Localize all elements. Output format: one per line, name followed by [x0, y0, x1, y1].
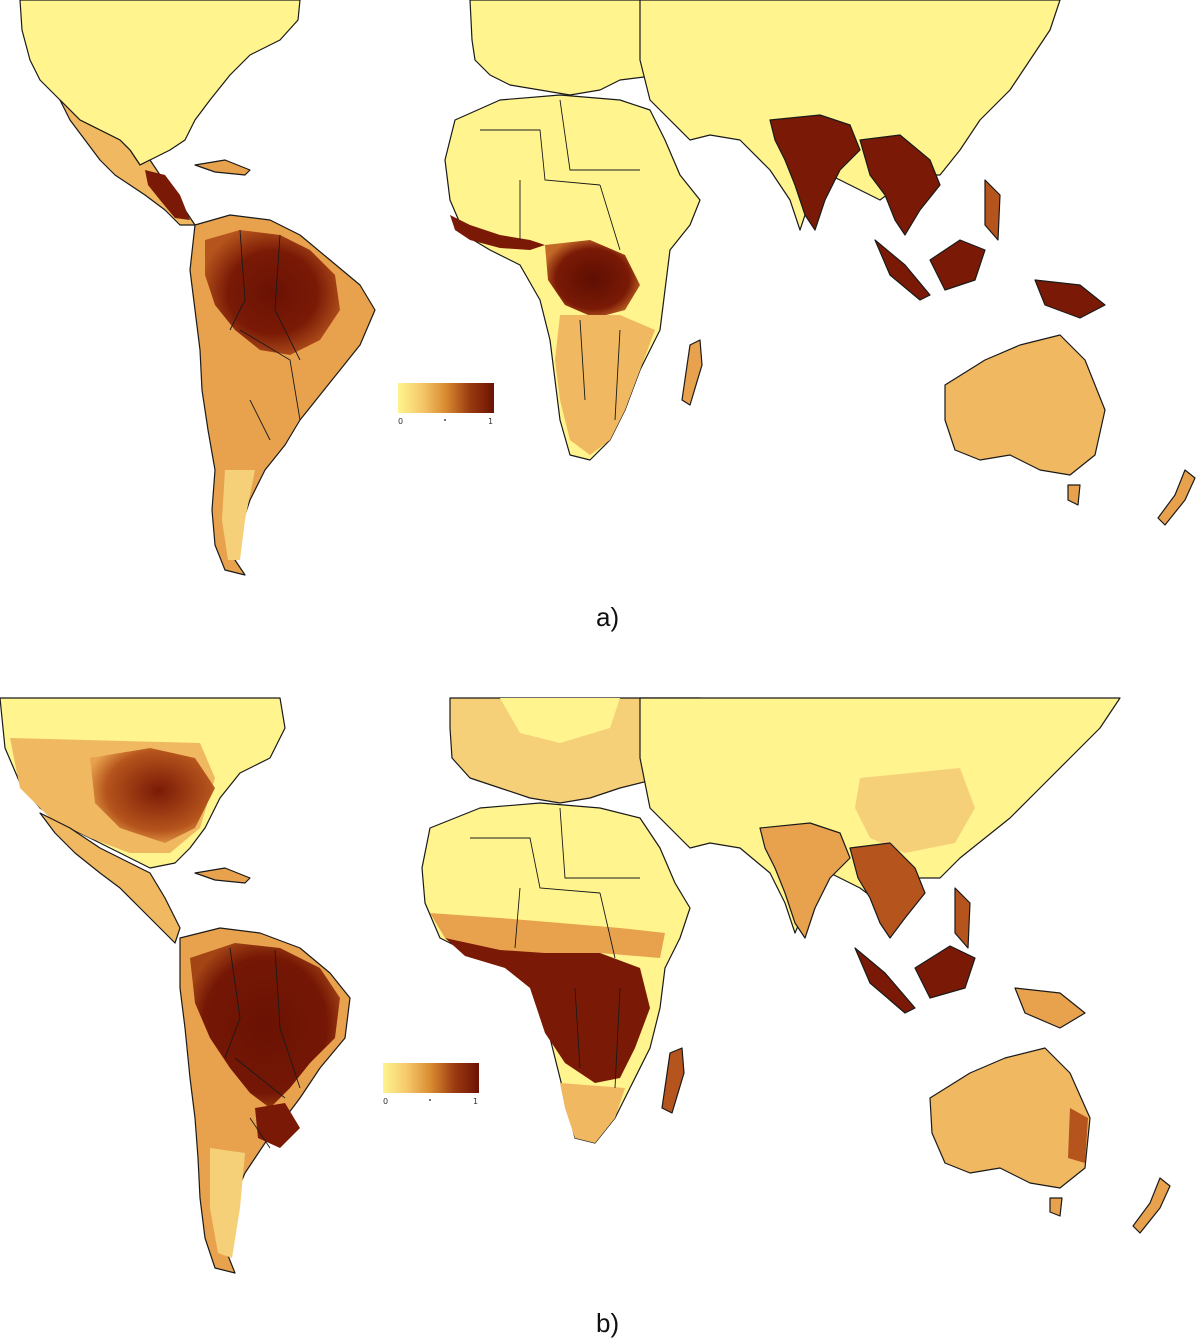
usa-east-high-b	[90, 748, 215, 843]
legend-min-label-b: 0	[383, 1097, 389, 1106]
borneo-b	[914, 945, 976, 999]
panel-label-b: b)	[596, 1308, 620, 1338]
map-panel-a: 0 1	[0, 0, 1200, 600]
amazon-high-b	[190, 943, 340, 1108]
southern-africa-mid-a	[555, 315, 655, 455]
central-africa-high-b	[445, 938, 650, 1083]
india-a	[769, 114, 861, 231]
tasmania-b	[1049, 1197, 1063, 1217]
north-america-a	[19, 0, 301, 166]
africa-borders-a	[480, 99, 640, 421]
philippines-b	[954, 887, 971, 949]
mexico-central-america-b	[39, 812, 181, 944]
patagonia-a	[222, 470, 255, 560]
china-mid-b	[855, 768, 975, 853]
borneo-a	[929, 239, 986, 291]
africa-borders-b	[470, 807, 640, 1089]
new-zealand-b	[1132, 1177, 1171, 1234]
new-zealand-a	[1157, 469, 1196, 526]
new-guinea-a	[1034, 279, 1106, 319]
australia-east-b	[1068, 1108, 1088, 1163]
scandinavia-b	[500, 698, 620, 743]
tasmania-a	[1067, 484, 1081, 506]
legend-b: 0 1	[383, 1063, 493, 1111]
madagascar-b	[661, 1047, 685, 1114]
legend-a: 0 1	[398, 383, 508, 431]
madagascar-a	[681, 339, 703, 406]
southern-brazil-b	[255, 1103, 300, 1148]
legend-mid-tick-a	[444, 419, 446, 421]
legend-max-label-b: 1	[473, 1097, 479, 1106]
india-b	[759, 822, 851, 939]
sumatra-a	[874, 239, 931, 301]
australia-a	[944, 334, 1106, 476]
new-guinea-b	[1014, 987, 1086, 1029]
philippines-a	[984, 179, 1001, 241]
central-america-dark-a	[145, 170, 190, 220]
sa-borders-a	[229, 229, 301, 441]
legend-min-label-a: 0	[398, 417, 404, 426]
legend-gradient-bar-a	[398, 383, 494, 413]
southeast-asia-b	[849, 842, 926, 939]
west-africa-dark-a	[450, 215, 545, 250]
world-map-b	[0, 697, 1171, 1274]
panel-label-a: a)	[596, 602, 620, 632]
legend-mid-tick-b	[429, 1099, 431, 1101]
cuba-b	[194, 867, 251, 884]
congo-high-a	[545, 240, 640, 318]
legend-max-label-a: 1	[488, 417, 494, 426]
cuba-a	[194, 159, 251, 176]
patagonia-b	[210, 1148, 245, 1258]
sumatra-b	[854, 947, 916, 1014]
amazon-high-a	[205, 230, 340, 355]
sa-borders-b	[224, 947, 301, 1149]
southeast-asia-a	[859, 134, 941, 236]
map-panel-b: 0 1	[0, 688, 1200, 1300]
southern-africa-b	[560, 1083, 625, 1143]
sahel-b	[430, 913, 665, 958]
asia-a	[639, 0, 1061, 231]
world-map-a	[19, 0, 1196, 576]
legend-gradient-bar-b	[383, 1063, 479, 1093]
australia-b	[929, 1047, 1091, 1189]
